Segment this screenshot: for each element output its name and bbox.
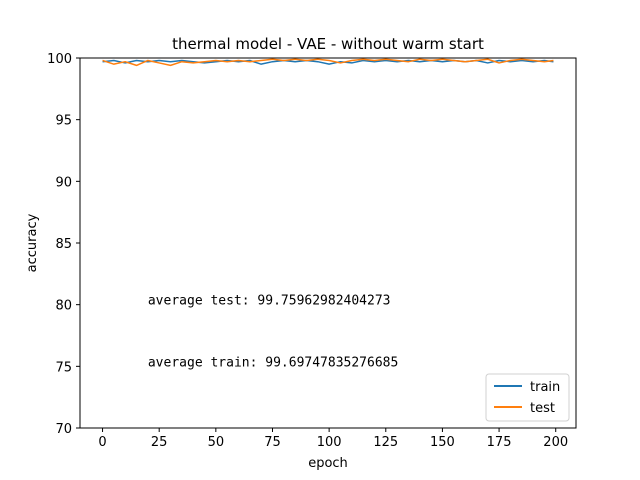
y-axis-label: accuracy: [25, 213, 40, 272]
y-axis: 70 75 80 85 90 95 100: [47, 52, 80, 437]
series-line-test: [102, 58, 554, 67]
x-tick-label: 25: [151, 435, 168, 450]
y-tick-label: 70: [55, 422, 72, 437]
plot-area: average test: 99.75962982404273 average t…: [79, 57, 577, 429]
x-tick-label: 150: [430, 435, 455, 450]
x-tick-label: 0: [98, 435, 106, 450]
series-line-train: [102, 59, 554, 65]
x-axis: 0 25 50 75 100 125 150 175 200: [98, 428, 568, 450]
annotation-text: average test: 99.75962982404273: [148, 294, 391, 309]
annotation-text: average train: 99.69747835276685: [148, 355, 398, 370]
x-tick-label: 75: [264, 435, 281, 450]
legend: train test: [485, 373, 570, 422]
x-tick-label: 175: [487, 435, 512, 450]
x-tick-label: 125: [373, 435, 398, 450]
y-tick-label: 90: [55, 175, 72, 190]
x-tick-label: 50: [208, 435, 225, 450]
x-tick-label: 200: [543, 435, 568, 450]
y-tick-label: 80: [55, 299, 72, 314]
series-layer: [102, 58, 554, 67]
plot-background: [80, 58, 576, 428]
chart-title: thermal model - VAE - without warm start: [172, 35, 484, 53]
legend-label-train: train: [530, 380, 560, 395]
y-tick-label: 85: [55, 237, 72, 252]
legend-label-test: test: [530, 401, 555, 416]
x-axis-label: epoch: [308, 456, 348, 471]
x-tick-label: 100: [317, 435, 342, 450]
y-tick-label: 75: [55, 360, 72, 375]
annotation-layer: average test: 99.75962982404273 average t…: [148, 294, 398, 371]
y-tick-label: 95: [55, 114, 72, 129]
y-tick-label: 100: [47, 52, 72, 67]
